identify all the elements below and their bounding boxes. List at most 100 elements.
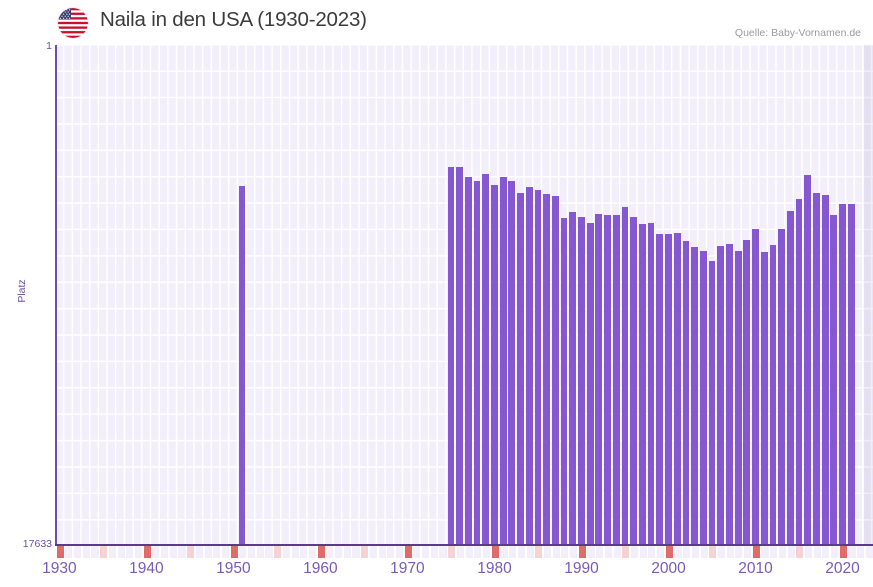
bar-2010 — [752, 229, 759, 545]
strip-separator — [820, 546, 823, 558]
strip-separator — [403, 546, 405, 558]
x-tick-2020: 2020 — [825, 560, 860, 577]
strip-separator — [803, 546, 805, 558]
strip-separator — [498, 546, 501, 558]
bar-1990 — [578, 217, 585, 545]
x-tick-1940: 1940 — [129, 560, 164, 577]
bar-2009 — [743, 239, 751, 545]
strip-separator — [246, 546, 249, 558]
strip-separator — [142, 546, 144, 558]
us-flag-icon — [58, 8, 88, 38]
strip-separator — [507, 546, 510, 558]
strip-separator — [124, 546, 127, 558]
bar-2006 — [717, 245, 725, 545]
bar-1997 — [638, 223, 646, 545]
bar-2004 — [699, 250, 707, 545]
bar-1978 — [473, 180, 481, 545]
strip-separator — [168, 546, 170, 558]
strip-separator — [107, 546, 109, 558]
strip-separator — [829, 546, 832, 558]
strip-separator — [316, 546, 318, 558]
bar-1976 — [456, 167, 464, 545]
strip-separator — [855, 546, 858, 558]
bar-1985 — [534, 189, 542, 545]
strip-separator — [420, 546, 423, 558]
bar-2008 — [734, 250, 742, 545]
bar-2019 — [830, 215, 838, 545]
strip-separator — [455, 546, 457, 558]
bar-2002 — [682, 241, 690, 545]
strip-separator — [733, 546, 736, 558]
x-tick-1980: 1980 — [477, 560, 512, 577]
strip-separator — [759, 546, 762, 558]
strip-separator — [376, 546, 379, 558]
strip-separator — [846, 546, 849, 558]
strip-separator — [542, 546, 544, 558]
bar-2014 — [786, 211, 794, 545]
bar-1989 — [569, 211, 577, 545]
bar-1993 — [604, 215, 611, 545]
strip-separator — [533, 546, 536, 558]
page-title: Naila in den USA (1930-2023) — [100, 8, 367, 31]
bar-1995 — [621, 207, 629, 545]
strip-separator — [298, 546, 301, 558]
y-axis-title: Platz — [16, 279, 28, 303]
halfdecade-marker-1995 — [620, 546, 630, 558]
strip-separator — [742, 546, 745, 558]
strip-separator — [785, 546, 788, 558]
halfdecade-marker-2015 — [794, 546, 804, 558]
y-axis-bottom-label: 17633 — [22, 538, 52, 550]
strip-separator — [551, 546, 553, 558]
bar-1986 — [543, 194, 551, 545]
bar-1981 — [499, 177, 507, 545]
strip-separator — [150, 546, 153, 558]
strip-separator — [229, 546, 231, 558]
x-axis-tick-labels: 1930 1940 1950 1960 1970 1980 1990 2000 2010 2020 — [0, 560, 873, 587]
strip-separator — [255, 546, 257, 558]
strip-separator — [812, 546, 814, 558]
bar-1980 — [491, 185, 498, 545]
bar-1991 — [586, 223, 594, 545]
bar-2007 — [726, 244, 733, 545]
bar-1996 — [630, 217, 638, 545]
bar-2013 — [778, 229, 785, 545]
halfdecade-marker-2005 — [707, 546, 717, 558]
x-tick-1960: 1960 — [303, 560, 338, 577]
strip-separator — [220, 546, 222, 558]
strip-separator — [55, 546, 57, 558]
strip-separator — [620, 546, 623, 558]
strip-separator — [307, 546, 309, 558]
chart-header: Naila in den USA (1930-2023) Quelle: Bab… — [0, 0, 873, 44]
strip-separator — [98, 546, 101, 558]
strip-separator — [385, 546, 388, 558]
strip-separator — [394, 546, 396, 558]
strip-separator — [794, 546, 797, 558]
bar-2018 — [821, 195, 829, 545]
strip-separator — [568, 546, 571, 558]
bar-1979 — [482, 174, 490, 545]
bar-1987 — [551, 195, 559, 545]
y-axis-line — [55, 45, 57, 545]
strip-separator — [133, 546, 135, 558]
bar-2003 — [691, 247, 698, 545]
bar-1982 — [508, 181, 516, 545]
x-tick-2010: 2010 — [738, 560, 773, 577]
strip-separator — [272, 546, 275, 558]
strip-separator — [638, 546, 640, 558]
strip-separator — [655, 546, 658, 558]
strip-separator — [646, 546, 649, 558]
x-tick-1930: 1930 — [42, 560, 77, 577]
strip-separator — [690, 546, 692, 558]
decade-marker-2010 — [751, 546, 760, 558]
strip-separator — [707, 546, 710, 558]
bar-2021 — [847, 203, 855, 545]
strip-separator — [751, 546, 753, 558]
decade-marker-1980 — [490, 546, 499, 558]
decade-marker-1950 — [229, 546, 238, 558]
decade-marker-2020 — [838, 546, 847, 558]
x-tick-1970: 1970 — [390, 560, 425, 577]
strip-separator — [664, 546, 666, 558]
strip-separator — [716, 546, 718, 558]
halfdecade-marker-1945 — [185, 546, 195, 558]
strip-separator — [629, 546, 631, 558]
